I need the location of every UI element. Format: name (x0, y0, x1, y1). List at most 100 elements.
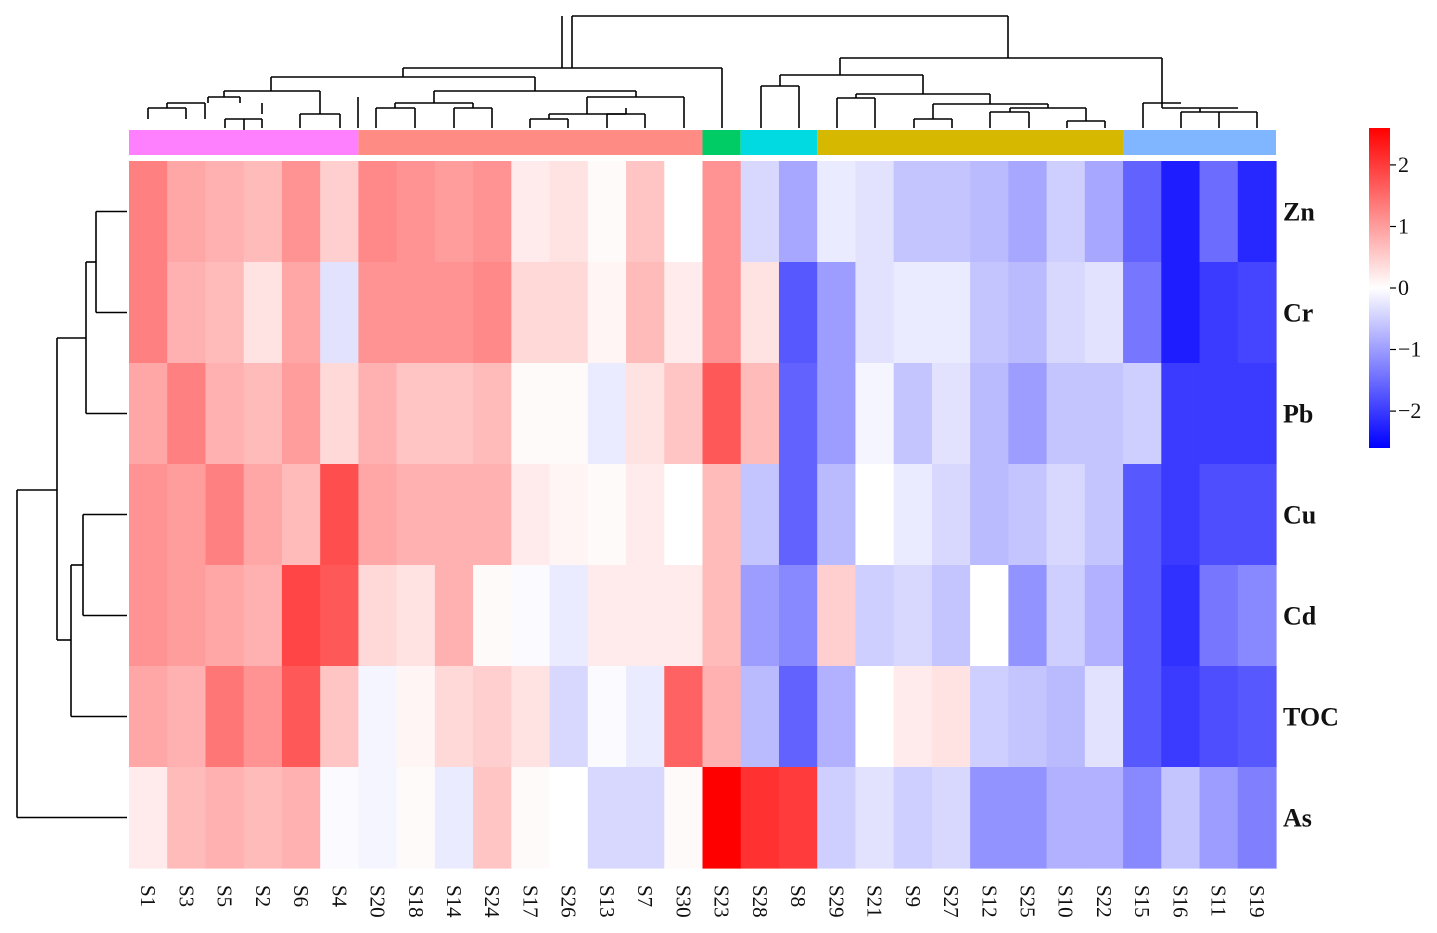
heatmap-cell-Cd-S15 (1123, 565, 1162, 667)
heatmap-cell-Pb-S21 (855, 363, 895, 465)
heatmap-cell-Pb-S17 (511, 363, 551, 465)
heatmap-cell-Zn-S20 (358, 161, 398, 263)
heatmap-cell-Zn-S12 (970, 161, 1009, 263)
heatmap-cell-Cr-S14 (434, 262, 474, 364)
heatmap-cell-Cu-S23 (702, 464, 742, 566)
heatmap-cell-Cd-S7 (626, 565, 665, 667)
heatmap-cell-Zn-S7 (626, 161, 665, 263)
heatmap-cell-Pb-S3 (167, 363, 207, 465)
column-label-S7: S7 (633, 885, 657, 907)
heatmap-cell-Zn-S6 (281, 161, 321, 263)
heatmap-cell-Cr-S23 (702, 262, 742, 364)
heatmap-cell-Pb-S29 (817, 363, 857, 465)
column-label-S29: S29 (824, 885, 848, 918)
heatmap-cell-Zn-S16 (1161, 161, 1201, 263)
heatmap-cell-Cd-S22 (1084, 565, 1124, 667)
colorbar-gradient (1369, 128, 1390, 448)
heatmap-cell-As-S8 (778, 767, 818, 869)
heatmap-cell-Pb-S22 (1084, 363, 1124, 465)
heatmap-cell-Cu-S4 (320, 464, 359, 566)
heatmap-cell-Cu-S24 (473, 464, 512, 566)
heatmap-cell-As-S21 (855, 767, 895, 869)
heatmap-cell-Cd-S28 (740, 565, 780, 667)
heatmap-cell-Zn-S3 (167, 161, 207, 263)
heatmap-cell-TOC-S16 (1161, 666, 1201, 768)
column-label-S28: S28 (748, 885, 772, 918)
heatmap-cell-Cd-S13 (587, 565, 627, 667)
heatmap-cell-Cd-S3 (167, 565, 207, 667)
column-label-S1: S1 (136, 885, 160, 907)
heatmap-cell-TOC-S13 (587, 666, 627, 768)
heatmap-cell-Cr-S26 (549, 262, 589, 364)
heatmap-cell-TOC-S9 (893, 666, 933, 768)
heatmap-cell-TOC-S12 (970, 666, 1009, 768)
heatmap-cell-TOC-S28 (740, 666, 780, 768)
heatmap-cell-Zn-S10 (1046, 161, 1086, 263)
heatmap-cell-TOC-S8 (778, 666, 818, 768)
heatmap-cell-Pb-S15 (1123, 363, 1162, 465)
heatmap-cell-TOC-S27 (931, 666, 971, 768)
heatmap-cell-TOC-S20 (358, 666, 398, 768)
heatmap-cell-Cu-S8 (778, 464, 818, 566)
heatmap-cell-Cr-S2 (243, 262, 283, 364)
heatmap-cell-TOC-S14 (434, 666, 474, 768)
heatmap-cell-Cd-S24 (473, 565, 512, 667)
heatmap-cell-As-S4 (320, 767, 359, 869)
heatmap-cell-Cu-S7 (626, 464, 665, 566)
heatmap-cell-TOC-S23 (702, 666, 742, 768)
heatmap-cell-As-S11 (1199, 767, 1239, 869)
heatmap-cell-Pb-S1 (129, 363, 168, 465)
heatmap-cell-Pb-S26 (549, 363, 589, 465)
heatmap-cell-Cu-S22 (1084, 464, 1124, 566)
heatmap-cell-Pb-S8 (778, 363, 818, 465)
heatmap-cell-Cd-S9 (893, 565, 933, 667)
column-label-S24: S24 (480, 885, 504, 918)
heatmap-cell-Cu-S25 (1008, 464, 1048, 566)
heatmap-cell-Pb-S23 (702, 363, 742, 465)
heatmap-cell-TOC-S25 (1008, 666, 1048, 768)
column-label-S27: S27 (939, 885, 963, 918)
heatmap-cell-As-S19 (1237, 767, 1277, 869)
row-dendrogram (16, 210, 127, 819)
heatmap-cell-Cd-S27 (931, 565, 971, 667)
column-label-S16: S16 (1168, 885, 1192, 918)
heatmap-cell-As-S16 (1161, 767, 1201, 869)
heatmap-cell-As-S30 (664, 767, 704, 869)
column-label-S10: S10 (1054, 885, 1078, 918)
heatmap-cell-As-S12 (970, 767, 1009, 869)
colorbar-legend: 2 1 0 −1 −2 (1369, 128, 1421, 448)
heatmap-cell-TOC-S10 (1046, 666, 1086, 768)
heatmap-cell-Pb-S13 (587, 363, 627, 465)
heatmap-cell-Cd-S25 (1008, 565, 1048, 667)
column-group-1 (129, 130, 359, 155)
heatmap-cell-Cr-S10 (1046, 262, 1086, 364)
heatmap-cell-As-S5 (205, 767, 245, 869)
heatmap-cell-Cd-S11 (1199, 565, 1239, 667)
column-label-S4: S4 (327, 885, 351, 908)
colorbar-tick-label: 0 (1398, 275, 1409, 300)
row-label-Cd: Cd (1283, 602, 1317, 631)
heatmap-cell-Zn-S18 (396, 161, 436, 263)
heatmap-cell-TOC-S22 (1084, 666, 1124, 768)
heatmap-cell-Zn-S19 (1237, 161, 1277, 263)
heatmap-cell-As-S14 (434, 767, 474, 869)
heatmap-cell-Cu-S15 (1123, 464, 1162, 566)
column-group-3 (702, 130, 741, 155)
heatmap-cell-Cr-S15 (1123, 262, 1162, 364)
column-label-S9: S9 (901, 885, 925, 907)
heatmap-cell-TOC-S15 (1123, 666, 1162, 768)
column-group-2 (358, 130, 703, 155)
heatmap-cell-Cu-S19 (1237, 464, 1277, 566)
heatmap-cell-As-S28 (740, 767, 780, 869)
heatmap-cell-Cr-S7 (626, 262, 665, 364)
heatmap-cell-Cr-S8 (778, 262, 818, 364)
column-label-S12: S12 (977, 885, 1001, 918)
heatmap-cell-TOC-S1 (129, 666, 168, 768)
heatmap-cell-Cu-S16 (1161, 464, 1201, 566)
heatmap-cell-Cr-S9 (893, 262, 933, 364)
heatmap-cell-Zn-S5 (205, 161, 245, 263)
heatmap-cell-As-S29 (817, 767, 857, 869)
heatmap-cell-Cu-S14 (434, 464, 474, 566)
colorbar-tick-label: 1 (1398, 214, 1409, 239)
heatmap-cell-As-S23 (702, 767, 742, 869)
